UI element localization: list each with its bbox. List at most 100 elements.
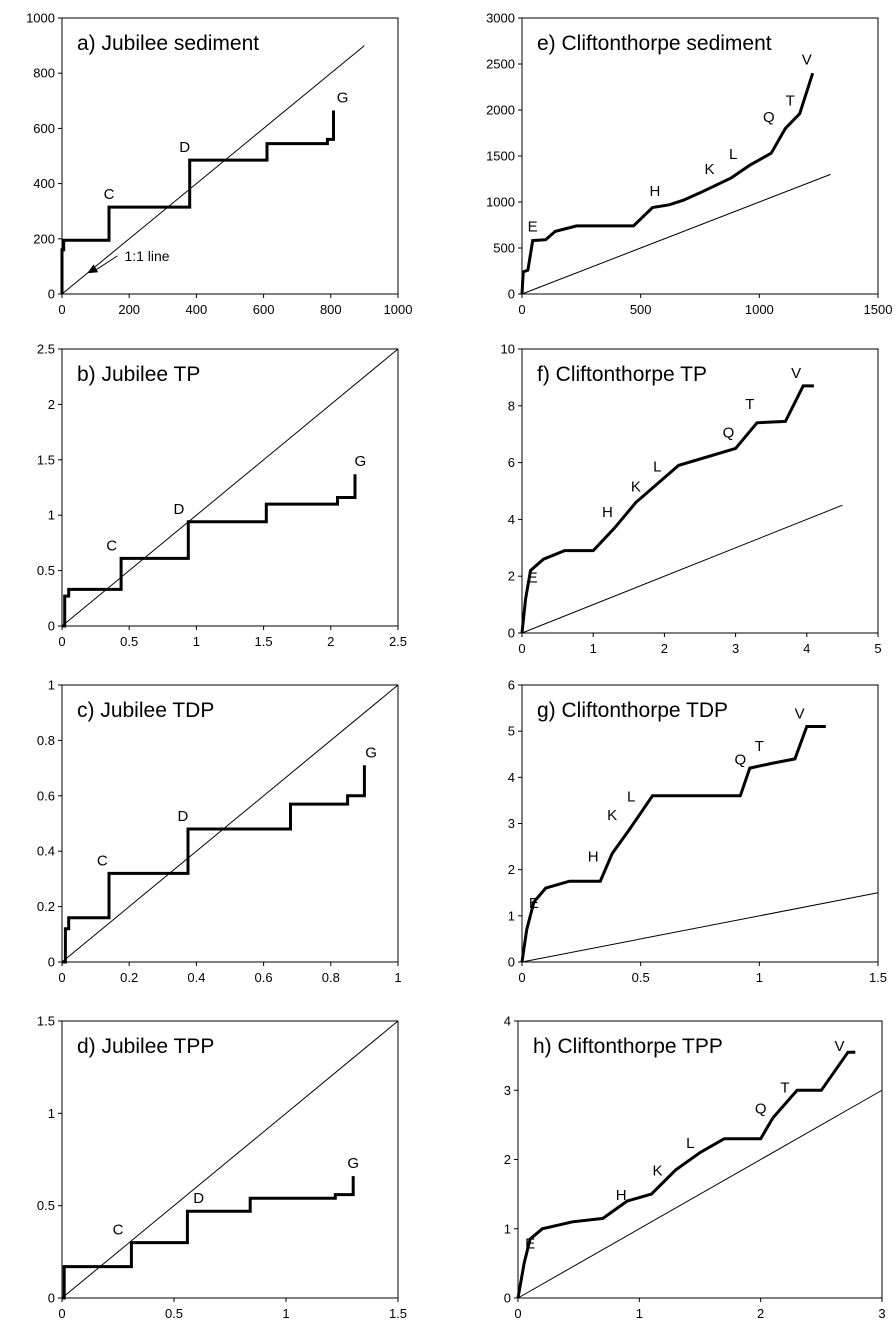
- chart-panel-d: 0 0.5 1 1.5 0 0.5 1 1.5 d) Jubilee TPP C D G: [37, 1014, 407, 1322]
- point-label: K: [653, 1163, 663, 1180]
- point-label: H: [588, 849, 599, 866]
- y-tick-label: 2: [504, 1152, 511, 1167]
- x-tick-label: 0: [518, 641, 525, 656]
- reference-line-1to1: [61, 45, 365, 295]
- y-tick-label: 8: [508, 398, 515, 413]
- series-line: [62, 765, 366, 964]
- series-line: [62, 474, 357, 628]
- y-tick-label: 500: [493, 241, 515, 256]
- point-label: H: [602, 504, 613, 521]
- point-label: V: [802, 51, 812, 68]
- reference-line-1to1: [61, 1020, 399, 1299]
- point-label: Q: [723, 425, 735, 442]
- y-tick-label: 0: [48, 287, 55, 302]
- chart-title: g) Cliftonthorpe TDP: [537, 699, 728, 722]
- chart-title: d) Jubilee TPP: [77, 1035, 214, 1058]
- y-tick-label: 3000: [486, 11, 515, 26]
- chart-panel-b: 0 0.5 1 1.5 2 2.5 0 0.5 1 1.5 2 2.5 b) Jubilee TP C D G: [37, 342, 407, 650]
- chart-panel-e: 0 500 1000 1500 2000 2500 3000 0 500 1000 1500 e) C…: [486, 11, 892, 318]
- y-tick-label: 4: [504, 1014, 511, 1029]
- point-label: L: [729, 146, 737, 163]
- x-tick-label: 800: [320, 302, 342, 317]
- point-label: Q: [755, 1100, 767, 1117]
- reference-line-1to1: [521, 173, 831, 295]
- x-tick-label: 0.8: [322, 970, 340, 985]
- x-tick-label: 1.5: [389, 1306, 407, 1321]
- chart-panel-h: 0 1 2 3 4 0 1 2 3 h) Cliftonthorpe TPP E H K L QT V: [504, 1014, 886, 1322]
- point-label: G: [347, 1155, 359, 1172]
- x-tick-label: 0.2: [120, 970, 138, 985]
- reference-line-1to1: [61, 684, 399, 963]
- y-tick-label: 2: [508, 569, 515, 584]
- y-tick-label: 0: [508, 287, 515, 302]
- x-tick-label: 1: [756, 970, 763, 985]
- plot-frame: [521, 348, 879, 634]
- point-label: C: [113, 1222, 124, 1239]
- point-label: E: [528, 219, 538, 236]
- chart-panel-g: 0 1 2 3 4 5 6 0 0.5 1 1.5 g) Cliftonthorpe TDP E H KL Q…: [508, 678, 887, 986]
- series-line: [520, 725, 826, 963]
- chart-panel-f: 0 2 4 6 8 10 0 1 2 3 4 5 f) Cliftonthorpe TP E H KL QT V: [501, 342, 882, 657]
- y-tick-label: 1: [48, 1106, 55, 1121]
- y-tick-label: 0: [48, 955, 55, 970]
- x-tick-label: 2: [757, 1306, 764, 1321]
- y-tick-label: 2.5: [37, 342, 55, 357]
- point-label: K: [631, 479, 641, 496]
- chart-title: e) Cliftonthorpe sediment: [537, 32, 772, 55]
- point-label: Q: [763, 109, 775, 126]
- y-tick-label: 800: [33, 66, 55, 81]
- x-tick-label: 2: [327, 634, 334, 649]
- chart-title: c) Jubilee TDP: [77, 699, 214, 722]
- point-label: E: [525, 1235, 535, 1252]
- x-tick-label: 1: [394, 970, 401, 985]
- x-tick-label: 1: [636, 1306, 643, 1321]
- x-tick-label: 2: [661, 641, 668, 656]
- y-tick-label: 1.5: [37, 1014, 55, 1029]
- y-tick-label: 5: [508, 724, 515, 739]
- chart-title: a) Jubilee sediment: [77, 32, 259, 55]
- x-tick-label: 5: [874, 641, 881, 656]
- chart-panel-a: 0 200 400 600 800 1000 0 200 400 600 800 1000 a) Jub…: [26, 11, 412, 318]
- y-tick-label: 2: [508, 862, 515, 877]
- x-tick-label: 4: [803, 641, 810, 656]
- y-tick-label: 6: [508, 455, 515, 470]
- y-tick-label: 4: [508, 512, 515, 527]
- x-tick-label: 0.6: [255, 970, 273, 985]
- x-tick-label: 1: [282, 1306, 289, 1321]
- y-tick-label: 400: [33, 176, 55, 191]
- x-tick-label: 3: [878, 1306, 885, 1321]
- point-label: E: [528, 569, 538, 586]
- y-tick-label: 1: [504, 1221, 511, 1236]
- plot-frame: [517, 1020, 883, 1299]
- chart-title: h) Cliftonthorpe TPP: [533, 1035, 723, 1058]
- x-tick-label: 0.5: [165, 1306, 183, 1321]
- point-label: T: [780, 1080, 789, 1097]
- y-tick-label: 0.6: [37, 788, 55, 803]
- y-tick-label: 2000: [486, 103, 515, 118]
- y-tick-label: 0: [48, 1291, 55, 1306]
- plot-frame: [521, 17, 879, 295]
- x-tick-label: 0: [58, 970, 65, 985]
- point-label: G: [337, 89, 349, 106]
- y-tick-label: 2: [48, 397, 55, 412]
- point-label: L: [627, 789, 635, 806]
- y-tick-label: 200: [33, 231, 55, 246]
- y-tick-label: 1000: [26, 11, 55, 26]
- x-tick-label: 0.5: [632, 970, 650, 985]
- x-tick-label: 3: [732, 641, 739, 656]
- x-tick-label: 600: [253, 302, 275, 317]
- point-label: K: [704, 161, 714, 178]
- x-tick-label: 0: [58, 634, 65, 649]
- y-tick-label: 0: [504, 1291, 511, 1306]
- point-label: L: [653, 459, 661, 476]
- x-tick-label: 1000: [745, 302, 774, 317]
- reference-line-1to1: [61, 348, 399, 627]
- series-line: [520, 72, 815, 295]
- chart-title: b) Jubilee TP: [77, 363, 200, 386]
- reference-line-1to1: [521, 892, 879, 963]
- point-label: T: [745, 396, 754, 413]
- x-tick-label: 0: [514, 1306, 521, 1321]
- y-tick-label: 3: [508, 816, 515, 831]
- series-line: [516, 1050, 856, 1299]
- point-label: D: [178, 808, 189, 825]
